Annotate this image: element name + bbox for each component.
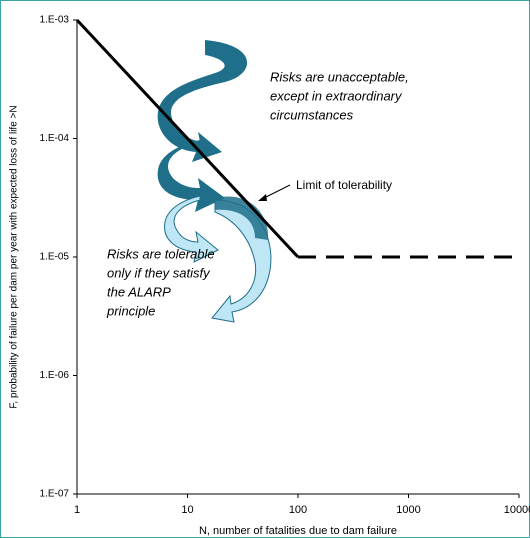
x-tick-label: 10: [181, 504, 193, 516]
annotation: except in extraordinary: [270, 88, 403, 103]
annotation: principle: [106, 303, 155, 318]
x-tick-label: 10000: [504, 504, 530, 516]
y-tick-label: 1.E-07: [40, 489, 70, 500]
y-tick-label: 1.E-06: [40, 370, 70, 381]
annotation: circumstances: [270, 107, 354, 122]
annotation: only if they satisfy: [107, 265, 211, 280]
y-tick-label: 1.E-05: [40, 252, 70, 263]
annotation: Risks are unacceptable,: [270, 69, 409, 84]
x-tick-label: 100: [289, 504, 307, 516]
y-axis-label: F, probability of failure per dam per ye…: [9, 105, 20, 408]
y-tick-label: 1.E-04: [40, 133, 70, 144]
chart: F, probability of failure per dam per ye…: [0, 0, 530, 538]
x-tick-label: 1: [74, 504, 80, 516]
y-tick-label: 1.E-03: [40, 15, 70, 26]
annotation: Risks are tolerable: [107, 246, 215, 261]
x-axis-label: N, number of fatalities due to dam failu…: [199, 525, 397, 537]
x-tick-label: 1000: [396, 504, 420, 516]
annotation: the ALARP: [107, 284, 171, 299]
annotation: Limit of tolerability: [296, 178, 392, 192]
